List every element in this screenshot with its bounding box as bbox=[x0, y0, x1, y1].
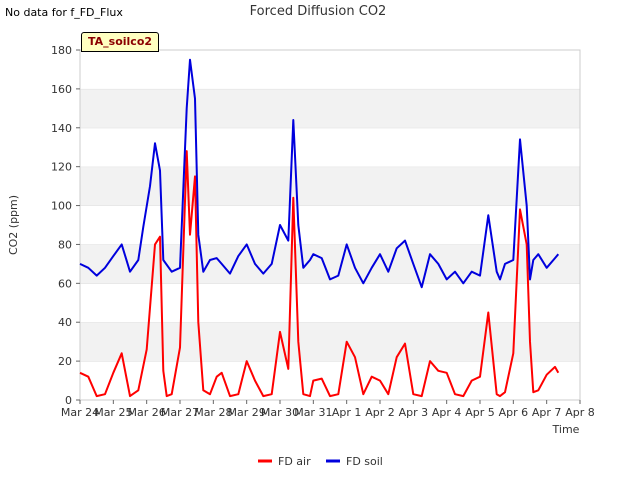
x-tick-label: Mar 29 bbox=[228, 406, 266, 419]
y-tick-label: 0 bbox=[65, 394, 72, 407]
y-tick-label: 140 bbox=[51, 122, 72, 135]
series-line-fd-air bbox=[79, 150, 560, 398]
grid-band bbox=[80, 50, 580, 89]
y-tick-label: 60 bbox=[58, 277, 72, 290]
grid-band bbox=[80, 88, 580, 128]
x-tick-label: Mar 28 bbox=[194, 406, 232, 419]
y-axis-label: CO2 (ppm) bbox=[7, 195, 20, 255]
x-tick-label: Mar 27 bbox=[161, 406, 199, 419]
x-tick-label: Apr 5 bbox=[465, 406, 495, 419]
grid-band bbox=[80, 283, 580, 323]
chart-title: Forced Diffusion CO2 bbox=[250, 4, 387, 19]
x-tick-label: Apr 7 bbox=[532, 406, 562, 419]
y-tick-label: 120 bbox=[51, 161, 72, 174]
grid-band bbox=[80, 322, 580, 362]
x-tick-label: Apr 1 bbox=[332, 406, 362, 419]
ta-soilco2-tag: TA_soilco2 bbox=[81, 32, 160, 52]
x-tick-label: Apr 3 bbox=[399, 406, 429, 419]
y-tick-label: 180 bbox=[51, 44, 72, 57]
legend-label-fd-air: FD air bbox=[278, 455, 311, 468]
y-axis-ticks: 0 20 40 60 80 100 120 140 160 180 bbox=[51, 44, 80, 407]
x-tick-label: Apr 4 bbox=[432, 406, 462, 419]
legend-label-fd-soil: FD soil bbox=[346, 455, 383, 468]
plot-area-frame bbox=[79, 49, 581, 401]
grid-band bbox=[80, 205, 580, 245]
y-tick-label: 40 bbox=[58, 316, 72, 329]
y-tick-label: 80 bbox=[58, 238, 72, 251]
no-data-note: No data for f_FD_Flux bbox=[5, 6, 123, 19]
grid-band bbox=[80, 166, 580, 206]
y-tick-label: 20 bbox=[58, 355, 72, 368]
x-tick-label: Mar 31 bbox=[294, 406, 332, 419]
x-axis-label: Time bbox=[552, 423, 580, 436]
grid-bands bbox=[80, 49, 580, 400]
x-tick-label: Mar 30 bbox=[261, 406, 299, 419]
x-tick-label: Apr 8 bbox=[565, 406, 595, 419]
series-lines bbox=[79, 58, 560, 398]
legend: FD air FD soil bbox=[258, 455, 383, 468]
grid-band bbox=[80, 127, 580, 167]
x-tick-label: Mar 24 bbox=[61, 406, 99, 419]
x-tick-label: Mar 25 bbox=[94, 406, 132, 419]
x-tick-label: Apr 6 bbox=[499, 406, 529, 419]
x-tick-label: Mar 26 bbox=[128, 406, 166, 419]
series-line-fd-soil bbox=[79, 58, 560, 289]
x-tick-label: Apr 2 bbox=[365, 406, 395, 419]
y-tick-label: 100 bbox=[51, 200, 72, 213]
y-tick-label: 160 bbox=[51, 83, 72, 96]
